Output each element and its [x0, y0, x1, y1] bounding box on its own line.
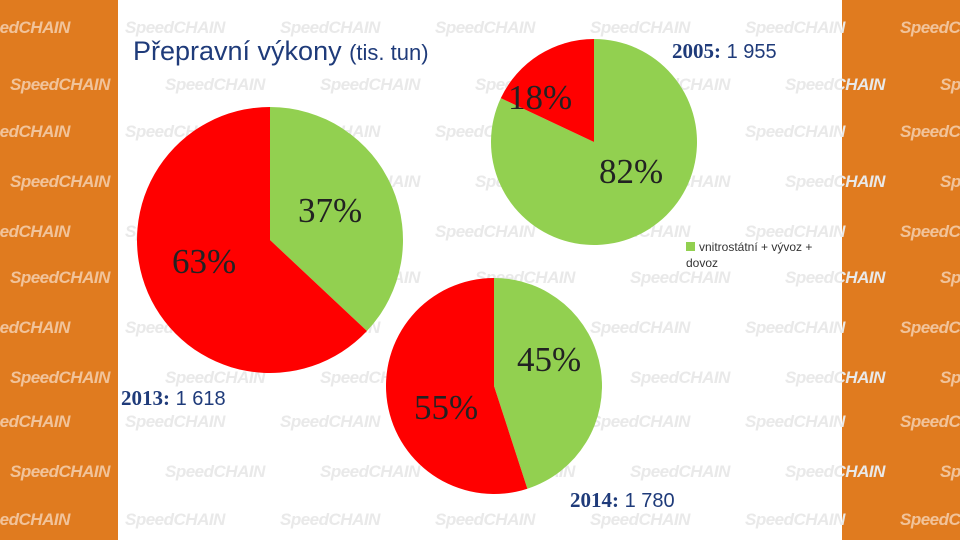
pie-2013-green-label: 37% — [298, 191, 363, 230]
total-2005-year: 2005 — [672, 39, 714, 63]
legend-label: vnitrostátní + vývoz + dovoz — [686, 240, 813, 270]
pie-2014-slice-red — [386, 278, 528, 494]
left-orange-band — [0, 0, 118, 540]
pie-2013-red-label: 63% — [172, 242, 237, 281]
pie-2005-slice-green — [491, 39, 698, 245]
pie-2005-slice-red — [500, 39, 594, 142]
pie-2014-green-label: 45% — [517, 340, 582, 379]
total-2013-value: 1 618 — [175, 388, 226, 410]
total-2013: 2013: 1 618 — [121, 386, 226, 410]
pie-2014 — [386, 278, 603, 494]
title-text: Přepravní výkony — [133, 36, 342, 66]
pie-2005-red-label: 18% — [508, 78, 573, 117]
total-2005: 2005: 1 955 — [672, 39, 777, 63]
legend: vnitrostátní + vývoz + dovoz — [686, 239, 836, 271]
pie-2005-green-label: 82% — [599, 152, 664, 191]
legend-swatch — [686, 242, 695, 251]
pie-2013-slice-green — [270, 107, 403, 332]
pie-2013-slice-red — [137, 107, 367, 373]
title-unit: (tis. tun) — [349, 40, 429, 65]
page-title: Přepravní výkony (tis. tun) — [133, 36, 429, 67]
pie-2005 — [491, 39, 698, 245]
pie-2014-slice-green — [494, 278, 603, 489]
right-orange-band — [842, 0, 960, 540]
total-2014-year: 2014 — [570, 488, 612, 512]
total-2014-value: 1 780 — [624, 490, 675, 512]
pie-2013 — [137, 107, 403, 373]
pie-2014-red-label: 55% — [414, 388, 479, 427]
total-2014: 2014: 1 780 — [570, 488, 675, 512]
total-2013-year: 2013 — [121, 386, 163, 410]
total-2005-value: 1 955 — [726, 41, 777, 63]
